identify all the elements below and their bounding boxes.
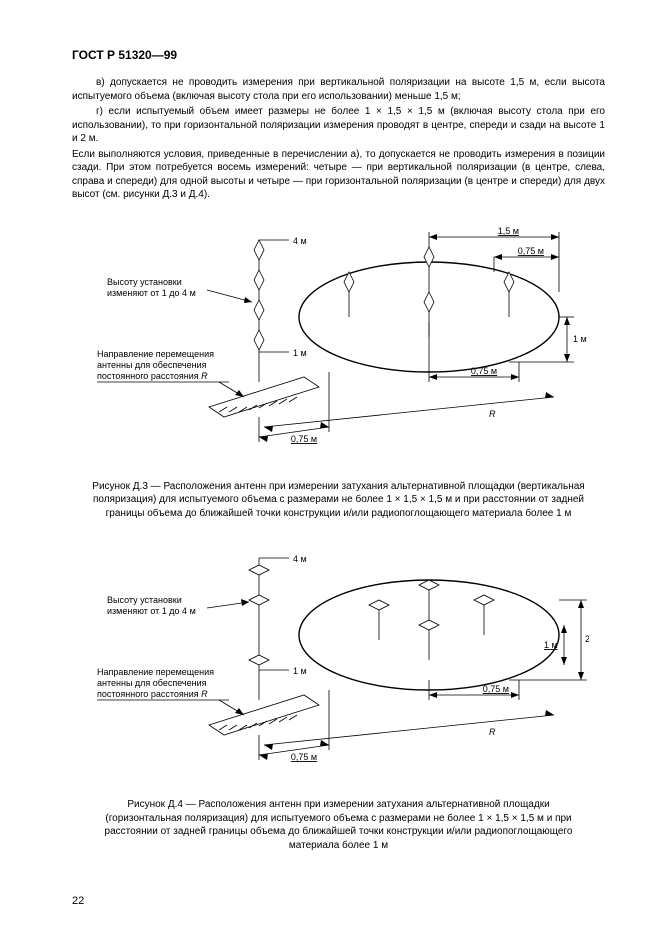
figure-d4-svg: 4 м 1 м 1 м 2 м xyxy=(89,530,589,790)
label-4m: 4 м xyxy=(293,554,307,564)
paragraph-v: в) допускается не проводить измерения пр… xyxy=(72,76,605,103)
svg-text:антенны для обеспечения: антенны для обеспечения xyxy=(97,678,207,688)
svg-text:0,75 м: 0,75 м xyxy=(482,684,508,694)
svg-text:0,75 м: 0,75 м xyxy=(290,434,316,444)
floor-strip xyxy=(209,377,319,417)
page-number: 22 xyxy=(72,895,84,907)
label-1m-mast: 1 м xyxy=(293,666,307,676)
svg-text:изменяют от 1 до 4 м: изменяют от 1 до 4 м xyxy=(107,288,196,298)
figure-d3: 4 м 1 м 1,5 м xyxy=(72,212,605,521)
floor-hatch xyxy=(219,397,297,412)
sample-antennas xyxy=(369,580,494,660)
floor-strip xyxy=(209,695,319,735)
dim-R: R xyxy=(264,392,554,432)
paragraph-g-2: Если выполняются условия, приведенные в … xyxy=(72,148,605,202)
svg-text:антенны для обеспечения: антенны для обеспечения xyxy=(97,360,207,370)
figure-d4-caption: Рисунок Д.4 — Расположения антенн при из… xyxy=(92,798,585,852)
svg-text:постоянного расстояния R: постоянного расстояния R xyxy=(97,689,208,699)
svg-text:1 м: 1 м xyxy=(544,640,558,650)
note-direction: Направление перемещения антенны для обес… xyxy=(97,667,244,715)
doc-title: ГОСТ Р 51320—99 xyxy=(72,48,605,62)
dim-1m-2m-right: 1 м 2 м xyxy=(509,600,589,680)
svg-text:1,5 м: 1,5 м xyxy=(497,226,518,236)
figure-d3-caption: Рисунок Д.3 — Расположения антенн при из… xyxy=(92,480,585,521)
note-height: Высоту установки изменяют от 1 до 4 м xyxy=(107,595,249,616)
figure-d4: 4 м 1 м 1 м 2 м xyxy=(72,530,605,852)
figure-d3-svg: 4 м 1 м 1,5 м xyxy=(89,212,589,472)
svg-text:Направление перемещения: Направление перемещения xyxy=(97,349,214,359)
svg-text:0,75 м: 0,75 м xyxy=(290,752,316,762)
svg-text:2 м: 2 м xyxy=(585,634,589,644)
note-direction: Направление перемещения антенны для обес… xyxy=(97,349,244,397)
svg-text:R: R xyxy=(489,727,496,737)
svg-text:R: R xyxy=(489,409,496,419)
svg-text:Высоту установки: Высоту установки xyxy=(107,277,182,287)
svg-text:изменяют от 1 до 4 м: изменяют от 1 до 4 м xyxy=(107,606,196,616)
floor-hatch xyxy=(219,715,297,730)
dim-075-top: 0,75 м xyxy=(494,246,559,272)
label-1m-mast: 1 м xyxy=(293,348,307,358)
note-height: Высоту установки изменяют от 1 до 4 м xyxy=(107,277,252,303)
svg-text:1 м: 1 м xyxy=(573,334,587,344)
label-4m: 4 м xyxy=(293,236,307,246)
svg-text:Направление перемещения: Направление перемещения xyxy=(97,667,214,677)
dim-075-left: 0,75 м xyxy=(259,372,329,444)
paragraph-g-1: г) если испытуемый объем имеет размеры н… xyxy=(72,105,605,146)
dim-R: R xyxy=(264,710,554,750)
svg-text:0,75 м: 0,75 м xyxy=(517,246,543,256)
svg-text:постоянного расстояния R: постоянного расстояния R xyxy=(97,371,208,381)
svg-text:0,75 м: 0,75 м xyxy=(470,366,496,376)
sample-antennas xyxy=(344,247,514,362)
svg-text:Высоту установки: Высоту установки xyxy=(107,595,182,605)
dim-075-left: 0,75 м xyxy=(259,690,329,762)
page: ГОСТ Р 51320—99 в) допускается не провод… xyxy=(0,0,661,935)
